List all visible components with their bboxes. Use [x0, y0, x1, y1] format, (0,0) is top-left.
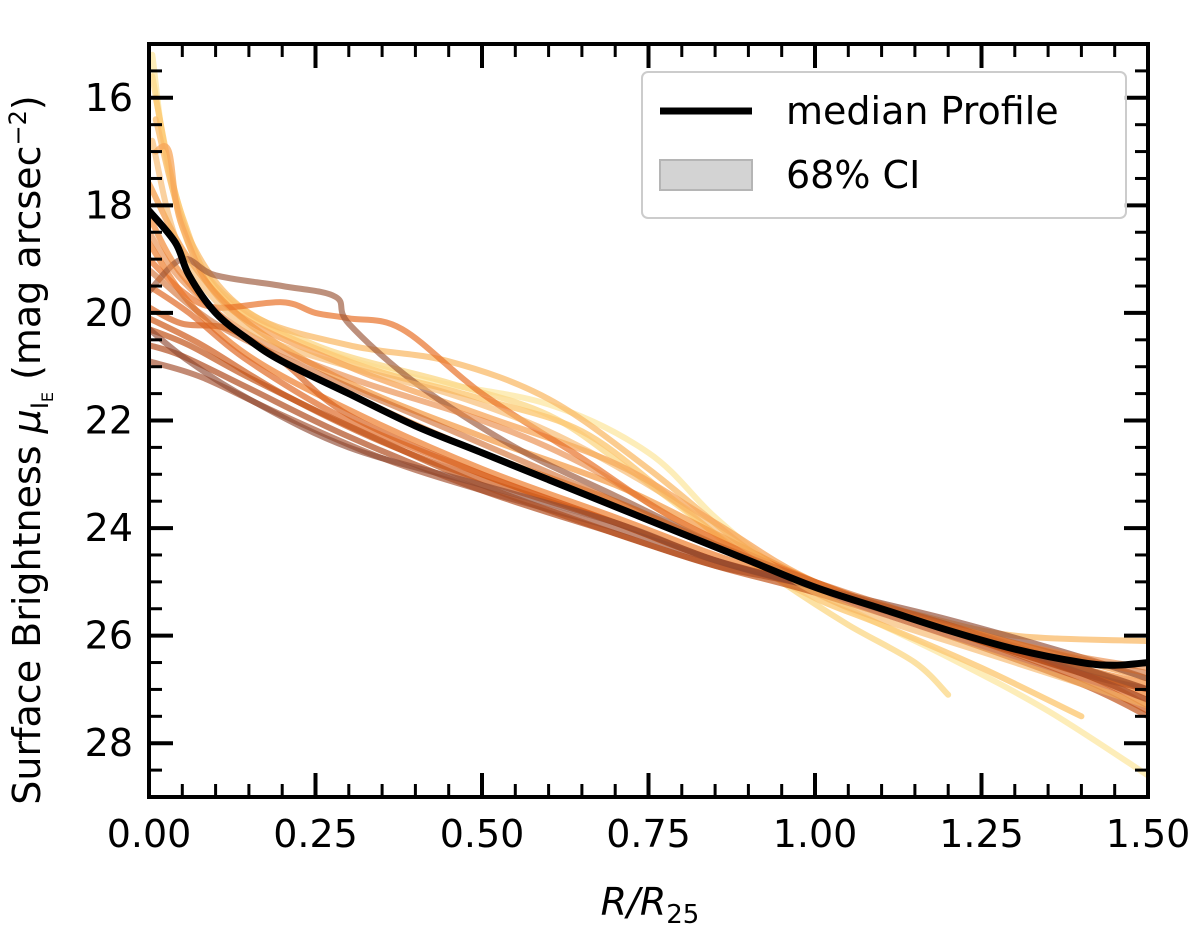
y-tick-label: 20 [85, 291, 133, 335]
profile-line-5 [152, 143, 1148, 682]
y-tick-label: 24 [85, 506, 133, 550]
profile-line-17 [149, 255, 1148, 693]
x-tick-label: 0.00 [107, 812, 192, 856]
profile-line-19 [149, 137, 1148, 709]
legend-ci-label: 68% CI [786, 153, 920, 197]
median-profile-layer [149, 207, 1148, 669]
y-tick-label: 26 [85, 614, 133, 658]
y-tick-label: 22 [85, 399, 133, 443]
y-axis-label-sub: I [26, 402, 54, 409]
legend-median-label: median Profile [786, 89, 1059, 133]
x-tick-label: 1.50 [1106, 812, 1191, 856]
x-tick-label: 1.25 [939, 812, 1024, 856]
y-tick-label: 16 [85, 76, 133, 120]
tick-labels: 0.00 0.25 0.50 0.75 1.00 1.25 1.50 16 18 20 22 24 26… [85, 76, 1191, 856]
y-axis-label-exp: −2 [4, 110, 32, 145]
x-axis-label: R/R25 [601, 880, 700, 930]
profile-line-16 [149, 326, 1148, 682]
y-axis-label-symbol: μ [5, 409, 49, 434]
x-tick-label: 0.50 [440, 812, 525, 856]
x-axis-label-subscript: 25 [666, 900, 699, 930]
x-tick-label: 0.75 [606, 812, 691, 856]
y-axis-label-subsub: E [38, 392, 57, 402]
y-axis-label: Surface Brightness μIE (mag arcsec−2) [4, 95, 57, 804]
x-tick-label: 1.00 [773, 812, 858, 856]
median-profile-line [149, 207, 1148, 669]
legend-box [641, 71, 1127, 219]
x-tick-label: 0.25 [273, 812, 358, 856]
axis-ticks [147, 42, 1150, 799]
profile-line-20 [149, 266, 1148, 677]
profile-line-3 [152, 94, 1085, 720]
y-tick-label: 18 [85, 183, 133, 227]
y-tick-label: 28 [85, 721, 133, 765]
profile-line-6 [149, 180, 1148, 693]
legend-ci-swatch [659, 159, 753, 191]
legend: median Profile 68% CI [641, 71, 1127, 219]
